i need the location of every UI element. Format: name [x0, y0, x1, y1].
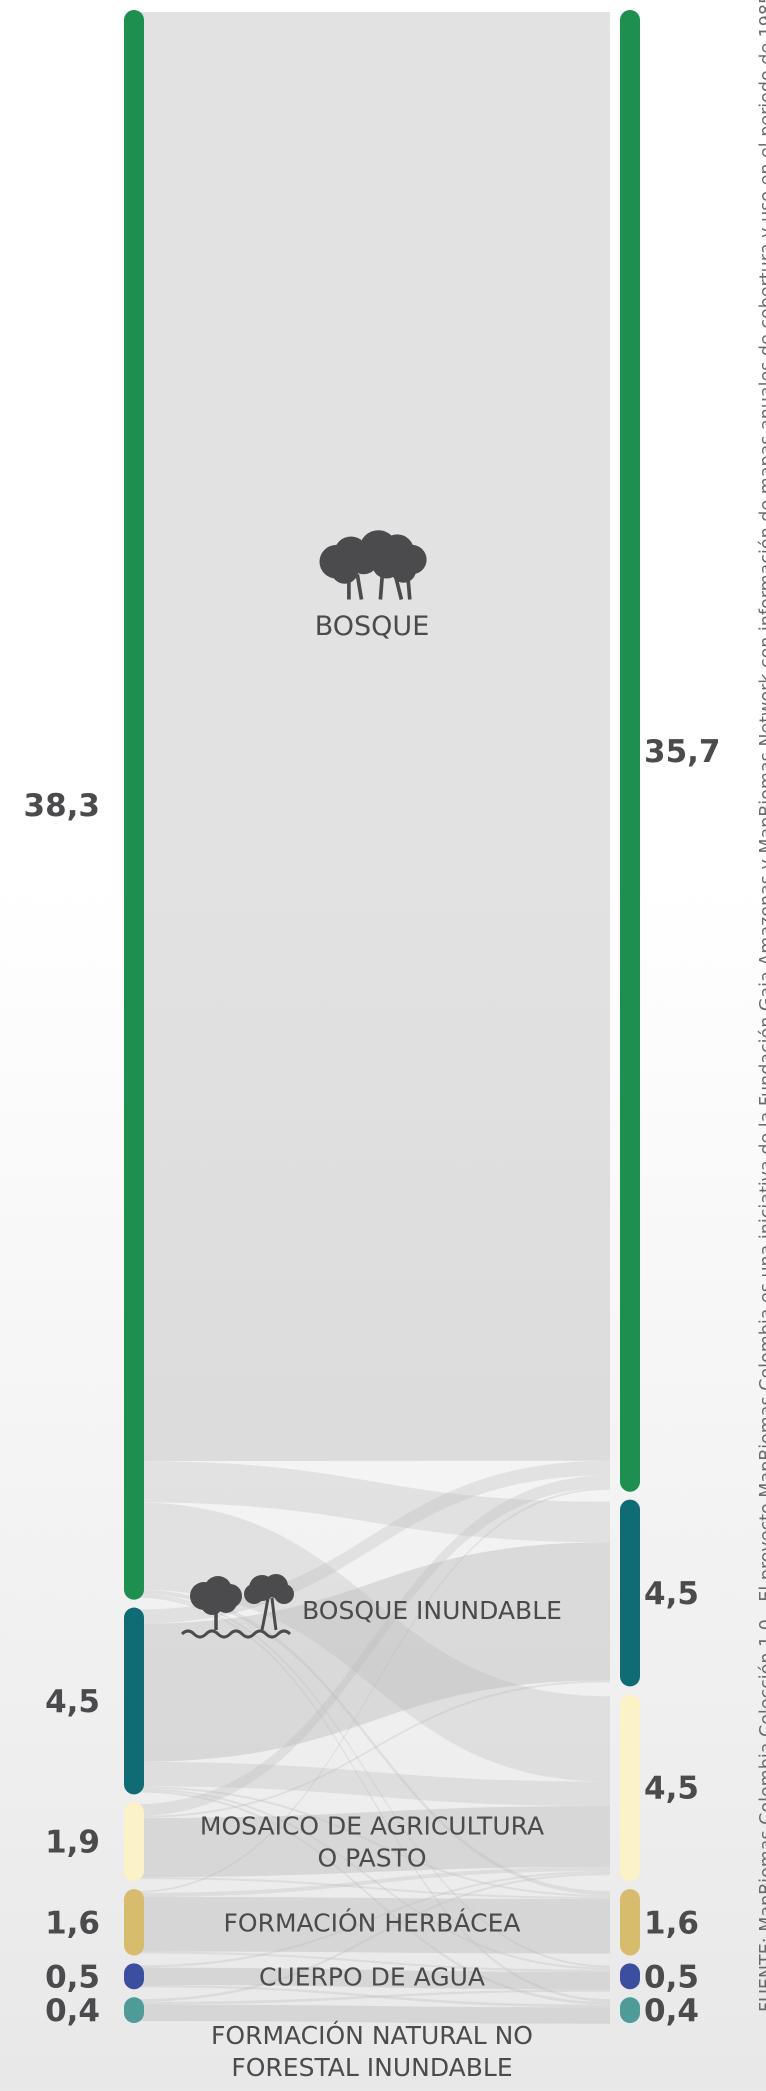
flow-formacion-natural-no-forestal-inundable-to-formacion-natural-no-forestal-inundable	[134, 2004, 610, 2024]
flow-mosaico-de-agricultura-o-pasto-to-formacion-herbacea	[134, 1877, 610, 1899]
node-left-formacion-herbacea	[124, 1889, 144, 1956]
flow-bosque-inundable-to-cuerpo-de-agua	[134, 1788, 610, 1970]
node-left-cuerpo-de-agua	[124, 1963, 144, 1990]
flow-bosque-inundable-to-formacion-herbacea	[134, 1786, 610, 1897]
node-left-mosaico-de-agricultura-o-pasto	[124, 1802, 144, 1882]
flow-bosque-to-formacion-herbacea	[134, 1589, 610, 1895]
value-left-cuerpo-de-agua: 0,5	[45, 1959, 100, 1995]
labels-layer: 38,3 35,7 BOSQUE 4,5 4,5 BOSQUE INUNDABLE 1,9 4…	[24, 611, 721, 2082]
value-left-bosque: 38,3	[24, 788, 101, 824]
flow-formacion-natural-no-forestal-inundable-to-cuerpo-de-agua	[134, 1989, 610, 2005]
flow-bosque-to-cuerpo-de-agua	[134, 1593, 610, 1968]
flow-mosaico-de-agricultura-o-pasto-to-bosque-inundable	[134, 1680, 610, 1819]
category-label-bosque: BOSQUE	[315, 611, 430, 642]
nodes-layer	[124, 10, 640, 2023]
flow-bosque-inundable-to-bosque-inundable	[134, 1542, 610, 1762]
value-right-bosque-inundable: 4,5	[644, 1576, 699, 1612]
flow-formacion-herbacea-to-bosque	[134, 1487, 610, 1894]
category-label-cuerpo-de-agua: CUERPO DE AGUA	[259, 1962, 485, 1991]
value-left-bosque-inundable: 4,5	[45, 1684, 100, 1720]
flow-bosque-inundable-to-bosque	[134, 1460, 610, 1624]
flow-mosaico-de-agricultura-o-pasto-to-bosque	[134, 1475, 610, 1817]
node-left-formacion-natural-no-forestal-inundable	[124, 1997, 144, 2023]
value-right-formacion-natural-no-forestal-inundable: 0,4	[644, 1993, 699, 2029]
value-right-formacion-herbacea: 1,6	[644, 1905, 699, 1941]
node-right-mosaico-de-agricultura-o-pasto	[620, 1694, 640, 1882]
category-label-mosaico-de-agricultura-o-pasto: MOSAICO DE AGRICULTURA O PASTO	[200, 1812, 544, 1873]
icons-layer	[180, 530, 427, 1639]
flow-bosque-inundable-to-formacion-natural-no-forestal-inundable	[134, 1790, 610, 2005]
value-right-cuerpo-de-agua: 0,5	[644, 1959, 699, 1995]
category-label-bosque-inundable: BOSQUE INUNDABLE	[302, 1596, 562, 1625]
source-note: FUENTE: MapBiomas Colombia Colección 1.0…	[757, 0, 766, 2012]
value-right-bosque: 35,7	[644, 734, 721, 770]
node-left-bosque	[124, 10, 144, 1600]
flow-formacion-natural-no-forestal-inundable-to-mosaico-de-agricultura-o-pasto	[134, 1873, 610, 2002]
flow-mosaico-de-agricultura-o-pasto-to-mosaico-de-agricultura-o-pasto	[134, 1806, 610, 1878]
category-label-formacion-herbacea: FORMACIÓN HERBÁCEA	[224, 1907, 521, 1937]
flow-formacion-herbacea-to-formacion-herbacea	[134, 1896, 610, 1954]
flow-bosque-to-formacion-natural-no-forestal-inundable	[134, 1595, 610, 2002]
node-right-bosque	[620, 10, 640, 1492]
flow-bosque-inundable-to-mosaico-de-agricultura-o-pasto	[134, 1761, 610, 1807]
flow-formacion-herbacea-to-cuerpo-de-agua	[134, 1951, 610, 1972]
flow-bosque-to-bosque	[134, 12, 610, 1461]
flows-layer	[134, 12, 610, 2024]
node-right-formacion-natural-no-forestal-inundable	[620, 1997, 640, 2023]
flow-cuerpo-de-agua-to-formacion-natural-no-forestal-inundable	[134, 1985, 610, 2008]
flow-bosque-to-mosaico-de-agricultura-o-pasto	[134, 1502, 610, 1782]
value-left-mosaico-de-agricultura-o-pasto: 1,9	[45, 1825, 100, 1861]
flow-formacion-herbacea-to-mosaico-de-agricultura-o-pasto	[134, 1866, 610, 1897]
node-right-formacion-herbacea	[620, 1889, 640, 1956]
flow-cuerpo-de-agua-to-cuerpo-de-agua	[134, 1967, 610, 1990]
value-left-formacion-natural-no-forestal-inundable: 0,4	[45, 1993, 100, 2029]
node-left-bosque-inundable	[124, 1607, 144, 1795]
value-left-formacion-herbacea: 1,6	[45, 1905, 100, 1941]
flooded-forest-icon	[180, 1574, 294, 1639]
value-right-mosaico-de-agricultura-o-pasto: 4,5	[644, 1771, 699, 1807]
flow-cuerpo-de-agua-to-mosaico-de-agricultura-o-pasto	[134, 1871, 610, 1968]
node-right-bosque-inundable	[620, 1499, 640, 1687]
category-label-formacion-natural-no-forestal-inundable: FORMACIÓN NATURAL NO FORESTAL INUNDABLE	[211, 2020, 533, 2082]
node-right-cuerpo-de-agua	[620, 1963, 640, 1990]
flow-bosque-to-bosque-inundable	[134, 1460, 610, 1543]
tree-icon	[319, 530, 427, 600]
